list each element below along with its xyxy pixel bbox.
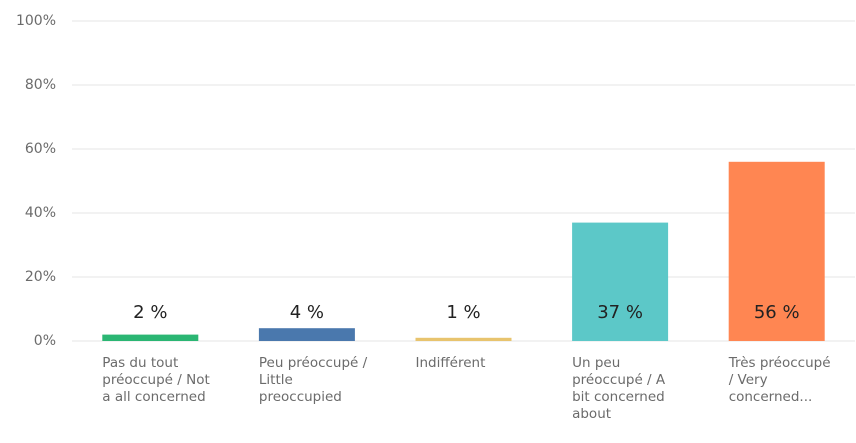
x-tick-label: Peu préoccupé / Little preoccupied bbox=[258, 355, 368, 405]
bar bbox=[728, 161, 825, 341]
value-label: 4 % bbox=[290, 302, 324, 323]
y-tick-label: 20% bbox=[25, 269, 56, 285]
bar bbox=[572, 222, 669, 341]
x-tick-label: Très préoccupé / Very concerned... bbox=[728, 355, 831, 405]
y-tick-label: 0% bbox=[34, 333, 56, 349]
value-label: 37 % bbox=[597, 302, 643, 323]
value-label: 2 % bbox=[133, 302, 167, 323]
x-tick-label: Pas du tout préoccupé / Not a all concer… bbox=[102, 355, 210, 405]
x-tick-label: Indifférent bbox=[415, 355, 486, 371]
y-tick-label: 100% bbox=[16, 13, 56, 29]
value-label: 1 % bbox=[446, 302, 480, 323]
bar bbox=[102, 334, 199, 341]
y-tick-label: 80% bbox=[25, 77, 56, 93]
value-label: 56 % bbox=[754, 302, 800, 323]
y-tick-label: 40% bbox=[25, 205, 56, 221]
bar bbox=[415, 337, 512, 341]
bar bbox=[258, 328, 355, 341]
x-tick-label: Un peu préoccupé / A bit concerned about bbox=[572, 355, 666, 422]
y-tick-label: 60% bbox=[25, 141, 56, 157]
